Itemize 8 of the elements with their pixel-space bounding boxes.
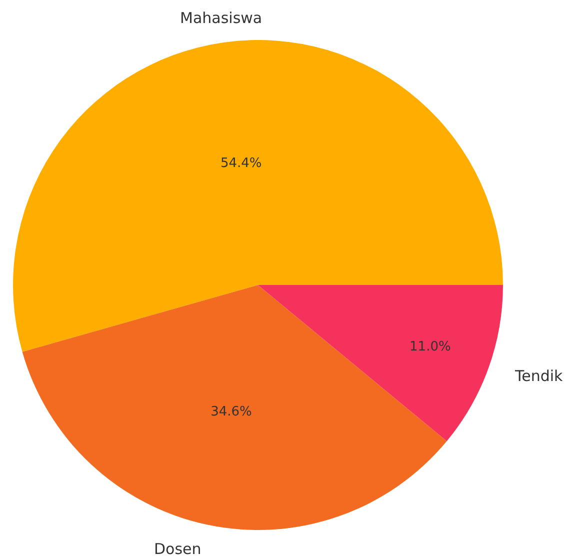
data-label: 34.6% <box>210 404 252 420</box>
pie-slice <box>258 285 503 442</box>
slice-label: Mahasiswa <box>180 9 262 27</box>
pie-slice <box>13 40 503 352</box>
data-label: 11.0% <box>410 339 451 354</box>
slice-label: Tendik <box>514 367 564 385</box>
data-label: 54.4% <box>220 156 262 172</box>
slice-label: Dosen <box>154 540 202 558</box>
